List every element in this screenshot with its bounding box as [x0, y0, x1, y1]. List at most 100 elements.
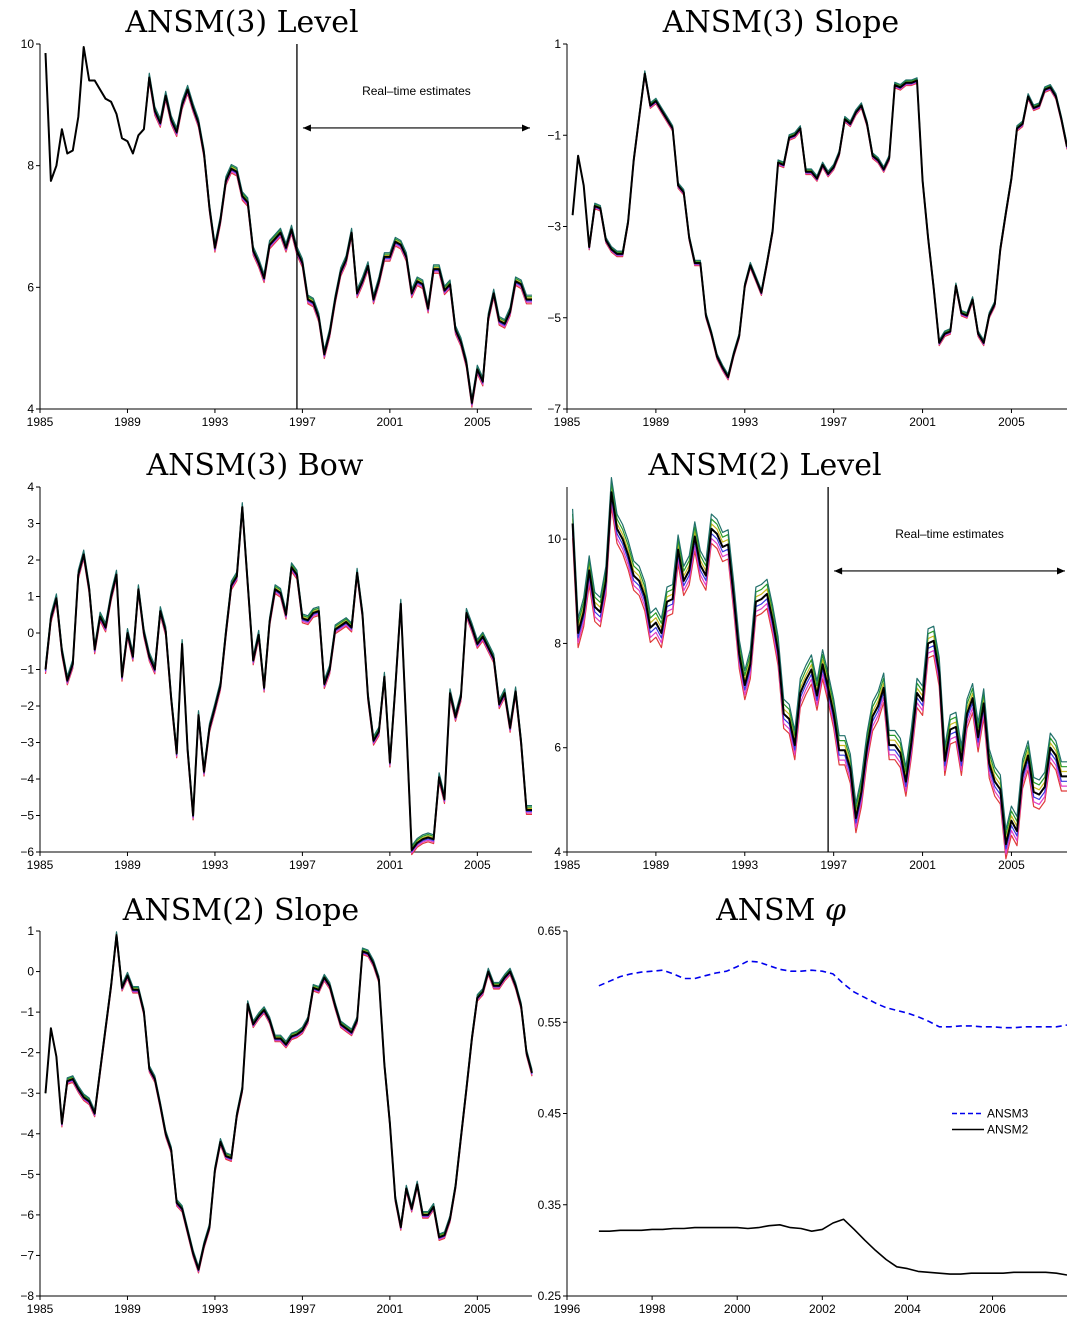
panel-ansm3-slope: ANSM(3) Slope −7 −5 −3 −1 1 1985 1989 1993 1997 20… [547, 5, 1067, 429]
estimate-vintage-line [44, 932, 533, 1269]
estimate-vintage-line [44, 46, 532, 408]
y-tick-label: 4 [27, 402, 34, 416]
series-line-ansm2 [598, 1218, 1067, 1276]
x-tick-label: 2006 [979, 1302, 1006, 1316]
x-tick-label: 2001 [377, 415, 404, 429]
y-tick-label: −5 [547, 311, 561, 325]
y-tick-label: 8 [27, 159, 34, 173]
x-tick-label: 2000 [724, 1302, 751, 1316]
estimate-vintage-line [572, 70, 1067, 375]
x-tick-label: 2001 [377, 858, 404, 872]
y-tick-label: −2 [20, 1046, 34, 1060]
y-tick-label: 0 [27, 626, 34, 640]
x-tick-label: 1997 [289, 858, 316, 872]
x-tick-label: 1989 [643, 415, 670, 429]
panel-ansm2-level: ANSM(2) Level 4 6 8 10 1985 1989 1993 1997 2001 20… [548, 448, 1067, 872]
y-tick-label: −2 [20, 699, 34, 713]
estimate-vintage-line [44, 931, 533, 1267]
chart-title: ANSM(2) Slope [122, 893, 359, 928]
x-tick-label: 2005 [998, 858, 1025, 872]
panel-ansm2-slope: ANSM(2) Slope −8 −7 −6 −5 −4 −3 −2 −1 0 1 1985 1989 1… [20, 893, 533, 1316]
x-tick-label: 2001 [909, 415, 936, 429]
x-tick-label: 1985 [27, 858, 54, 872]
y-tick-label: −1 [20, 1005, 34, 1019]
x-tick-label: 1989 [114, 415, 141, 429]
panel-ansm-phi: ANSM φ 0.25 0.35 0.45 0.55 0.65 1996 1998 2000 20… [538, 893, 1067, 1316]
x-tick-label: 2001 [909, 858, 936, 872]
y-tick-label: 0.65 [538, 924, 562, 938]
y-tick-label: −3 [20, 1086, 34, 1100]
estimate-vintage-line [44, 46, 532, 401]
y-tick-label: −7 [547, 402, 561, 416]
y-tick-label: 4 [27, 480, 34, 494]
y-tick-label: −5 [20, 1167, 34, 1181]
estimate-vintage-line [44, 510, 532, 856]
y-tick-label: 0.45 [538, 1107, 562, 1121]
chart-title: ANSM(3) Level [124, 5, 358, 40]
legend-label: ANSM2 [987, 1123, 1029, 1137]
chart-title: ANSM(3) Slope [662, 5, 899, 40]
estimate-vintage-line [44, 46, 532, 400]
x-tick-label: 2005 [464, 1302, 491, 1316]
chart-title: ANSM(3) Bow [145, 448, 363, 483]
estimate-vintage-line [44, 935, 533, 1272]
estimate-vintage-line [44, 507, 532, 853]
x-tick-label: 2001 [377, 1302, 404, 1316]
x-tick-label: 1989 [643, 858, 670, 872]
arrow-head-right [522, 124, 530, 132]
panel-ansm3-level: ANSM(3) Level 4 6 8 10 1985 1989 1993 1997 2001 20… [21, 5, 532, 429]
y-tick-label: −7 [20, 1248, 34, 1262]
x-tick-label: 2002 [809, 1302, 836, 1316]
x-tick-label: 1993 [202, 1302, 229, 1316]
estimate-vintage-line [44, 46, 532, 404]
x-tick-label: 1993 [202, 858, 229, 872]
real-time-annotation: Real–time estimates [895, 527, 1004, 541]
y-tick-label: 2 [27, 553, 34, 567]
x-tick-label: 1997 [820, 415, 847, 429]
estimate-vintage-line [572, 72, 1067, 377]
y-tick-label: 1 [27, 590, 34, 604]
y-tick-label: 3 [27, 517, 34, 531]
y-tick-label: 0.25 [538, 1289, 562, 1303]
x-tick-label: 1997 [289, 1302, 316, 1316]
estimate-vintage-line [44, 937, 533, 1274]
x-tick-label: 1989 [114, 1302, 141, 1316]
x-tick-label: 1985 [554, 858, 581, 872]
arrow-head-left [834, 567, 843, 575]
x-tick-label: 1985 [554, 415, 581, 429]
arrow-head-left [302, 124, 311, 132]
y-tick-label: −8 [20, 1289, 34, 1303]
chart-title: ANSM φ [715, 893, 846, 928]
estimate-vintage-line [572, 75, 1067, 381]
estimate-vintage-line [572, 71, 1067, 376]
x-tick-label: 1985 [27, 415, 54, 429]
series-line [44, 506, 532, 852]
y-tick-label: 10 [21, 37, 35, 51]
y-tick-label: 6 [554, 741, 561, 755]
arrow-head-right [1057, 567, 1065, 575]
real-time-annotation: Real–time estimates [362, 84, 471, 98]
y-tick-label: 0 [27, 965, 34, 979]
x-tick-label: 2005 [998, 415, 1025, 429]
x-tick-label: 1997 [820, 858, 847, 872]
x-tick-label: 1993 [731, 858, 758, 872]
x-tick-label: 1993 [731, 415, 758, 429]
estimate-vintage-line [572, 74, 1067, 380]
estimate-vintage-line [44, 936, 533, 1273]
x-tick-label: 1989 [114, 858, 141, 872]
estimate-vintage-line [572, 477, 1067, 831]
legend: ANSM3 ANSM2 [952, 1107, 1029, 1137]
series-line [44, 934, 533, 1271]
y-tick-label: 10 [548, 532, 562, 546]
panel-ansm3-bow: ANSM(3) Bow −6 −5 −4 −3 −2 −1 0 1 2 3 4 1985 1989 1993… [20, 448, 532, 872]
estimate-vintage-line [572, 73, 1067, 378]
estimate-vintage-line [44, 503, 532, 848]
series-line [571, 491, 1067, 846]
chart-title: ANSM(2) Level [647, 448, 881, 483]
estimate-vintage-line [44, 509, 532, 854]
x-tick-label: 1996 [554, 1302, 581, 1316]
x-tick-label: 1993 [202, 415, 229, 429]
y-tick-label: −6 [20, 845, 34, 859]
series-line [44, 46, 532, 404]
